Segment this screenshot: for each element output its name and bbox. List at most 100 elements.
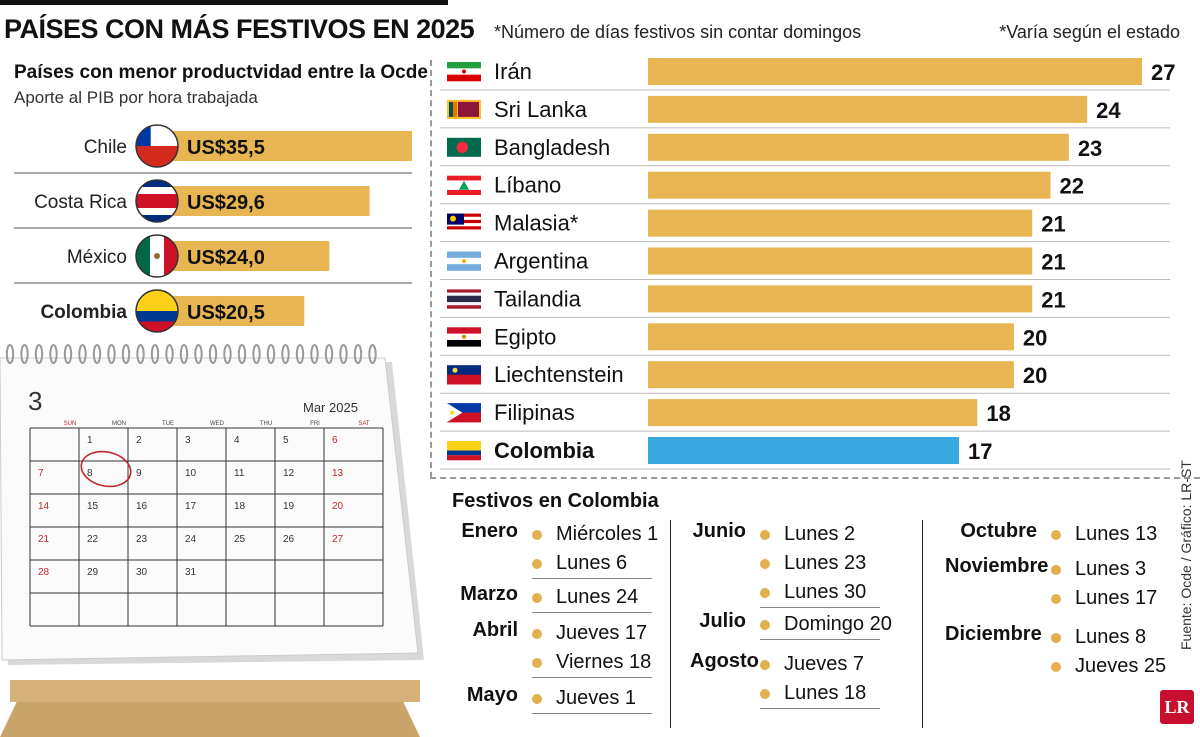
flag-ring [135, 234, 179, 278]
holiday-day-list: Jueves 7 Lunes 18 [760, 650, 880, 709]
spiral-ring [295, 344, 305, 364]
productivity-subtitle: Aporte al PIB por hora trabajada [14, 88, 258, 107]
holiday-day-label: Lunes 30 [784, 581, 867, 603]
holiday-day-list: Lunes 24 [532, 583, 652, 613]
calendar-day: 11 [234, 468, 245, 479]
spiral-ring [20, 344, 29, 364]
calendar-day: 13 [332, 468, 344, 479]
spiral-ring [92, 344, 102, 364]
holiday-month-label: Mayo [466, 684, 518, 706]
holiday-month-group: Diciembre Lunes 8 Jueves 25 [945, 623, 1166, 681]
bar-value-label: 20 [1023, 363, 1047, 388]
egypt-flag-icon [447, 327, 481, 347]
philippines-flag-icon [447, 403, 481, 423]
flag-icon-group [136, 125, 178, 167]
calendar-day: 4 [234, 435, 240, 446]
calendar-day: 8 [87, 468, 93, 479]
bangladesh-flag-icon [447, 137, 481, 157]
holiday-day-item: Lunes 30 [760, 578, 880, 607]
spiral-ring [179, 344, 189, 364]
holiday-bar [648, 58, 1142, 85]
holiday-month-group: Noviembre Lunes 3 Lunes 17 [945, 555, 1157, 613]
holidays-column: Junio Lunes 2 Lunes 23 Lunes 30 Julio Domingo… [690, 520, 892, 719]
productivity-country-label: Colombia [40, 302, 127, 323]
bullet-dot-icon [532, 628, 542, 639]
calendar-day: 6 [332, 435, 338, 446]
lebanon-flag-icon [447, 175, 481, 195]
holiday-day-label: Jueves 1 [556, 687, 637, 709]
calendar-day: 7 [38, 468, 44, 479]
holiday-day-item: Lunes 17 [1051, 584, 1157, 613]
holiday-day-label: Viernes 18 [556, 651, 652, 673]
holiday-day-label: Jueves 17 [556, 622, 648, 644]
holiday-month-label: Octubre [960, 520, 1037, 542]
calendar-day: 30 [136, 567, 148, 578]
calendar-day: 5 [283, 435, 289, 446]
calendar-day: 17 [185, 501, 197, 512]
calendar-day: 24 [185, 534, 197, 545]
calendar-day-header: THU [260, 421, 272, 427]
calendar-day: 26 [283, 534, 295, 545]
holiday-month-label: Abril [472, 619, 518, 641]
calendar-number: 3 [28, 386, 42, 416]
bullet-dot-icon [760, 688, 770, 699]
column-separator [922, 520, 923, 728]
flag-icon-group [136, 180, 178, 222]
spiral-ring [237, 344, 247, 364]
productivity-bar [157, 186, 370, 216]
bar-value-label: 20 [1023, 325, 1047, 350]
lr-logo: LR [1160, 690, 1194, 724]
holidays-title: Festivos en Colombia [452, 490, 659, 512]
holiday-day-list: Jueves 17 Viernes 18 [532, 619, 652, 678]
malaysia-flag-icon [447, 213, 481, 233]
productivity-country-label: México [67, 247, 127, 268]
bar-category-label: Tailandia [494, 286, 582, 311]
divider-vertical [430, 60, 432, 478]
flag-ring [135, 124, 179, 168]
holiday-day-item: Lunes 18 [760, 679, 880, 708]
spiral-ring [150, 344, 160, 364]
bar-value-label: 18 [986, 401, 1010, 426]
calendar-day: 25 [234, 534, 246, 545]
flag-icon-group [136, 290, 178, 332]
calendar-day-header: MON [112, 421, 126, 427]
bullet-dot-icon [532, 592, 542, 603]
calendar-day: 29 [87, 567, 99, 578]
spiral-ring [194, 344, 203, 364]
bar-value-label: 21 [1041, 287, 1065, 312]
liechtenstein-flag-icon [447, 365, 481, 385]
holiday-day-list: Lunes 13 [1051, 520, 1157, 549]
thailand-flag-icon [447, 289, 481, 309]
holiday-bar [648, 285, 1033, 313]
holiday-day-item: Lunes 13 [1051, 520, 1157, 549]
holiday-day-list: Domingo 20 [760, 610, 892, 640]
holiday-day-item: Lunes 24 [532, 583, 652, 612]
holiday-day-label: Lunes 23 [784, 552, 867, 574]
holiday-day-list: Lunes 2 Lunes 23 Lunes 30 [760, 520, 880, 608]
spiral-ring [5, 344, 15, 364]
calendar-day: 9 [136, 468, 142, 479]
holidays-column: Octubre Lunes 13 Noviembre Lunes 3 Lunes 17 D… [945, 520, 1166, 691]
top-rule [0, 0, 448, 5]
holiday-month-group: Abril Jueves 17 Viernes 18 [452, 619, 652, 678]
calendar-day: 22 [87, 534, 99, 545]
holiday-month-label: Noviembre [945, 555, 1049, 577]
bullet-dot-icon [1051, 529, 1061, 540]
colombia-flag-icon [447, 441, 481, 461]
holiday-bar [648, 361, 1014, 389]
holiday-day-label: Lunes 3 [1075, 558, 1147, 580]
bar-category-label: Argentina [494, 249, 589, 274]
bar-value-label: 17 [968, 439, 992, 464]
calendar-day: 27 [332, 534, 344, 545]
flag-ring [135, 289, 179, 333]
bullet-dot-icon [760, 529, 770, 540]
bar-category-label: Líbano [494, 173, 561, 198]
productivity-country-label: Costa Rica [34, 192, 127, 213]
holiday-bar [648, 437, 960, 464]
holiday-day-item: Jueves 17 [532, 619, 652, 648]
calendar-day: 12 [283, 468, 295, 479]
chart-note: *Número de días festivos sin contar domi… [494, 22, 862, 42]
spiral-ring [266, 344, 276, 364]
spiral-ring [324, 344, 334, 364]
bullet-dot-icon [532, 558, 542, 569]
